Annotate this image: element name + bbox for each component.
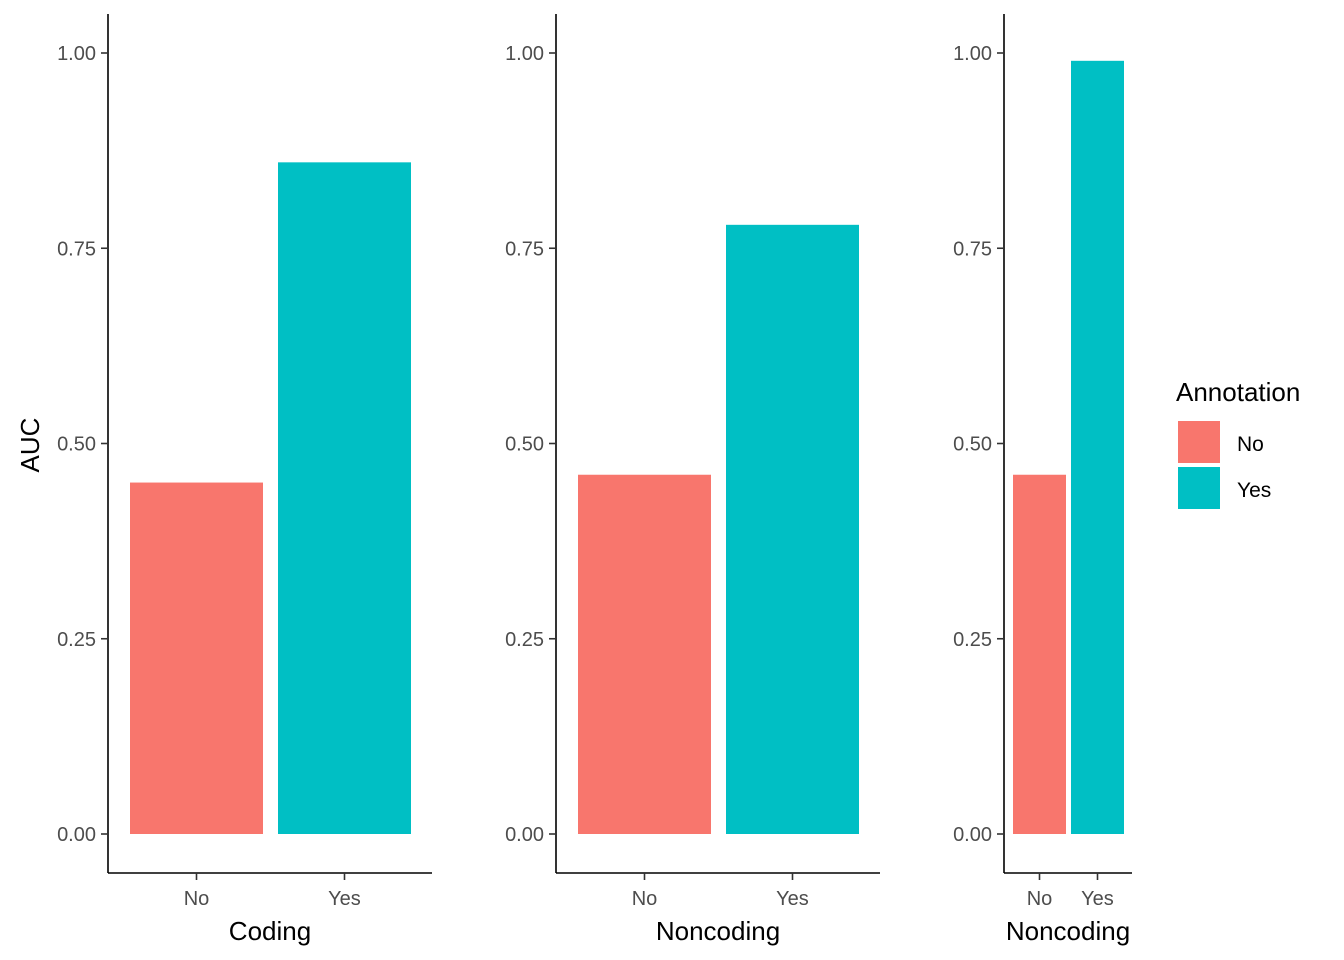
bar-yes [1071,60,1124,835]
x-tick-label: No [632,888,658,910]
legend-label-yes: Yes [1237,479,1271,502]
y-tick-label: 0.00 [57,824,96,846]
legend-swatch-no [1178,421,1220,463]
legend-title: Annotation [1176,377,1300,407]
legend-swatch-yes [1178,467,1220,509]
y-tick-label: 0.50 [505,434,544,456]
y-tick-label: 1.00 [57,43,96,65]
x-axis-title: Noncoding [1006,916,1130,946]
y-tick-label: 0.00 [505,824,544,846]
bar-yes [726,224,859,834]
legend: Annotation No Yes [1176,377,1300,509]
x-tick-label: No [184,888,210,910]
y-tick-label: 0.25 [953,629,992,651]
panel-2: 0.00 0.25 0.50 0.75 1.00 No Yes Noncoding [505,14,880,946]
x-axis-title: Coding [229,916,311,946]
bar-no [130,482,263,834]
y-tick-label: 0.75 [505,238,544,260]
bar-no [578,474,711,834]
x-axis-title: Noncoding [656,916,780,946]
y-tick-label: 0.75 [953,238,992,260]
y-axis-title: AUC [15,418,45,473]
legend-label-no: No [1237,433,1264,456]
bar-no [1013,474,1066,834]
bar-yes [278,162,411,835]
x-tick-label: Yes [328,888,361,910]
panel-1: 0.00 0.25 0.50 0.75 1.00 No Yes Coding [57,14,432,946]
x-tick-label: Yes [776,888,809,910]
y-tick-label: 1.00 [505,43,544,65]
y-tick-label: 0.50 [953,434,992,456]
y-tick-label: 1.00 [953,43,992,65]
y-tick-label: 0.25 [505,629,544,651]
x-tick-label: Yes [1081,888,1114,910]
panel-3: 0.00 0.25 0.50 0.75 1.00 No Yes Noncoding [953,14,1132,946]
y-tick-label: 0.50 [57,434,96,456]
y-tick-label: 0.25 [57,629,96,651]
y-tick-label: 0.75 [57,238,96,260]
y-tick-label: 0.00 [953,824,992,846]
x-tick-label: No [1027,888,1053,910]
